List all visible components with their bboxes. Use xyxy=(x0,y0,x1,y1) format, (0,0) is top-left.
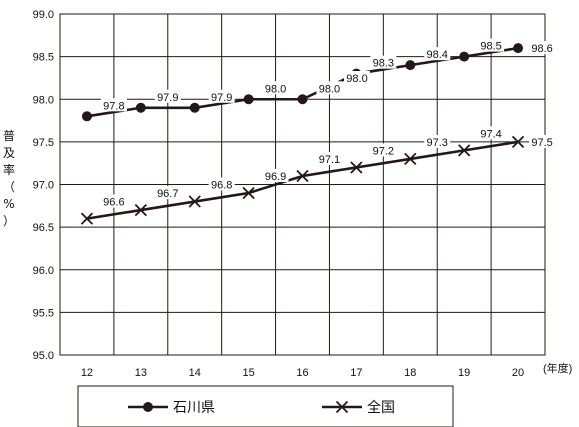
svg-text:98.6: 98.6 xyxy=(531,43,552,55)
data-label: 98.5 xyxy=(478,38,505,53)
data-label: 97.2 xyxy=(370,143,397,157)
data-label: 98.0 xyxy=(316,81,343,95)
data-label: 97.5 xyxy=(529,134,556,149)
x-axis-ticks: 12 13 14 15 16 17 18 19 20 xyxy=(81,367,524,379)
data-point xyxy=(405,60,416,71)
data-point xyxy=(513,43,524,54)
svg-text:96.7: 96.7 xyxy=(157,188,178,200)
x-tick-label: 19 xyxy=(458,367,470,379)
svg-text:98.3: 98.3 xyxy=(373,58,394,70)
data-point xyxy=(134,203,147,217)
svg-text:98.5: 98.5 xyxy=(480,41,501,53)
data-labels: 97.8 97.9 97.9 98.0 98.0 98.3 98.4 98.5 98.6 98.0… xyxy=(100,38,556,209)
series-line xyxy=(86,46,519,118)
y-axis-ticks: 95.0 95.5 96.0 96.5 97.0 97.5 98.0 98.5 99.0 xyxy=(33,9,54,362)
data-label: 98.4 xyxy=(424,47,451,61)
x-tick-label: 13 xyxy=(135,367,147,379)
x-tick-label: 16 xyxy=(296,367,308,379)
series-group xyxy=(80,43,525,225)
svg-text:98.0: 98.0 xyxy=(265,83,286,95)
data-point xyxy=(404,152,417,166)
data-label: 96.9 xyxy=(262,169,289,183)
x-axis-unit: (年度) xyxy=(543,361,572,375)
data-point xyxy=(81,111,92,122)
svg-text:97.9: 97.9 xyxy=(157,92,178,104)
svg-text:97.1: 97.1 xyxy=(319,154,340,166)
svg-text:96.8: 96.8 xyxy=(211,180,232,192)
y-tick-label: 96.0 xyxy=(33,265,54,277)
data-point xyxy=(242,186,255,200)
legend-marker-circle xyxy=(143,402,153,412)
legend-marker-x xyxy=(335,400,349,414)
data-label: 98.3 xyxy=(370,55,397,70)
grid xyxy=(59,13,546,356)
data-label: 97.4 xyxy=(478,126,505,140)
data-point xyxy=(511,135,525,149)
data-label: 97.1 xyxy=(316,151,343,166)
y-tick-label: 97.5 xyxy=(33,137,54,149)
svg-text:98.0: 98.0 xyxy=(346,73,367,85)
data-label: 98.0 xyxy=(262,81,289,95)
y-tick-label: 96.5 xyxy=(33,222,54,234)
data-label: 98.0 xyxy=(344,71,370,85)
y-tick-label: 98.0 xyxy=(33,94,54,106)
svg-text:97.8: 97.8 xyxy=(103,100,124,112)
data-point xyxy=(350,161,363,174)
data-label: 97.8 xyxy=(100,98,127,112)
data-point xyxy=(459,51,470,62)
data-point xyxy=(458,144,471,157)
x-tick-label: 15 xyxy=(242,367,254,379)
x-tick-label: 18 xyxy=(404,367,416,379)
svg-text:97.3: 97.3 xyxy=(427,137,448,149)
svg-text:97.2: 97.2 xyxy=(373,145,394,157)
legend-item: 石川県 xyxy=(128,400,215,416)
legend: 石川県 全国 xyxy=(77,385,454,427)
data-label: 98.6 xyxy=(529,41,556,55)
y-tick-label: 97.0 xyxy=(33,180,54,192)
data-label: 96.6 xyxy=(100,194,127,209)
y-axis-label: 普及率（%） xyxy=(3,129,15,228)
svg-text:96.9: 96.9 xyxy=(265,171,286,183)
x-tick-label: 14 xyxy=(189,367,201,379)
y-tick-label: 95.0 xyxy=(33,350,54,362)
svg-text:97.9: 97.9 xyxy=(211,92,232,104)
y-tick-label: 99.0 xyxy=(33,9,54,21)
svg-text:98.0: 98.0 xyxy=(319,83,340,95)
data-label: 97.9 xyxy=(154,89,181,104)
data-point xyxy=(135,102,146,113)
data-point xyxy=(243,94,254,105)
data-label: 96.7 xyxy=(154,186,181,200)
x-tick-label: 17 xyxy=(350,367,362,379)
legend-item: 全国 xyxy=(322,399,395,416)
svg-text:98.4: 98.4 xyxy=(427,49,448,61)
x-tick-label: 12 xyxy=(81,367,93,379)
y-tick-label: 98.5 xyxy=(33,52,54,64)
legend-label: 石川県 xyxy=(173,400,215,416)
data-point xyxy=(297,94,308,105)
x-tick-label: 20 xyxy=(512,367,524,379)
y-tick-label: 95.5 xyxy=(33,307,54,319)
data-point xyxy=(80,212,94,225)
svg-text:96.6: 96.6 xyxy=(103,197,124,209)
svg-text:97.4: 97.4 xyxy=(480,128,501,140)
data-point xyxy=(189,102,200,113)
data-point xyxy=(296,169,309,183)
data-label: 96.8 xyxy=(208,177,235,192)
data-label: 97.3 xyxy=(424,134,451,149)
svg-text:97.5: 97.5 xyxy=(531,137,552,149)
legend-label: 全国 xyxy=(367,399,395,416)
series-line xyxy=(86,140,519,220)
data-label: 97.9 xyxy=(208,89,235,104)
data-point xyxy=(188,195,201,208)
